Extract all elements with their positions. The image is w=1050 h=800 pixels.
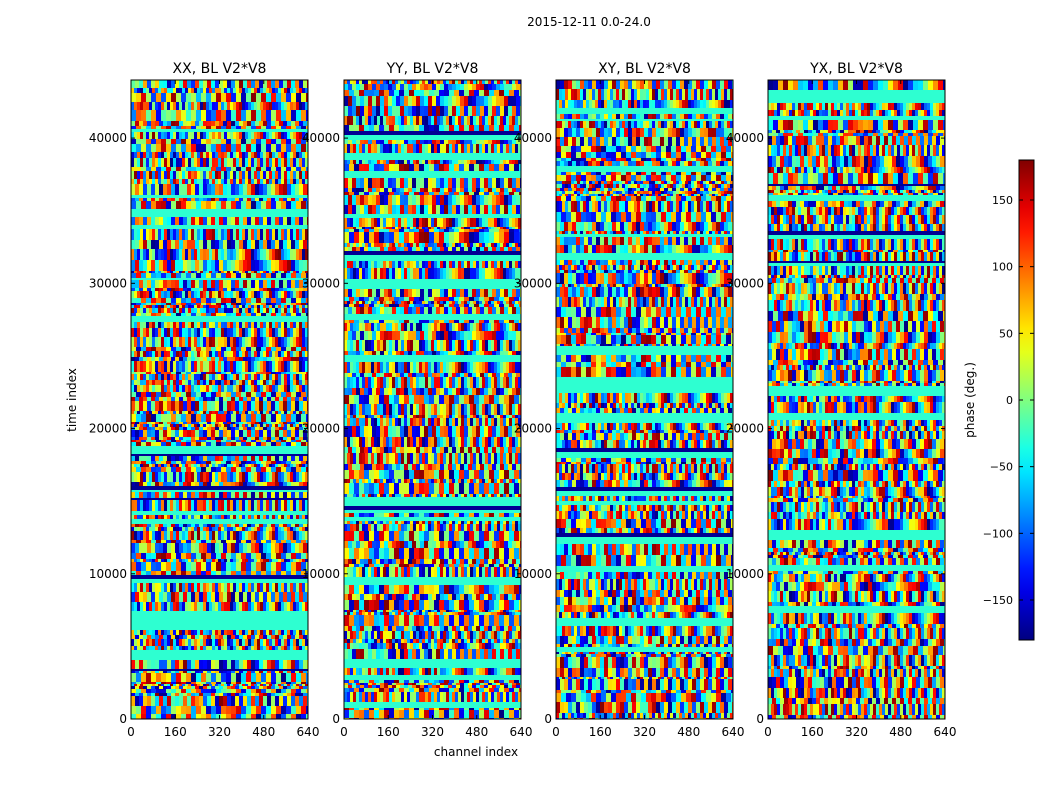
- x-tick-label: 480: [252, 725, 275, 739]
- x-tick-label: 480: [677, 725, 700, 739]
- phase-heatmap: [556, 80, 733, 719]
- subplot-title: XX, BL V2*V8: [173, 61, 267, 77]
- x-tick-label: 640: [934, 725, 957, 739]
- x-tick-label: 160: [377, 725, 400, 739]
- phase-heatmap: [768, 80, 945, 719]
- y-tick-label: 20000: [514, 422, 552, 436]
- subplot-title: YY, BL V2*V8: [386, 61, 479, 77]
- phase-heatmap: [131, 80, 308, 719]
- y-tick-label: 40000: [89, 131, 127, 145]
- y-tick-label: 20000: [89, 422, 127, 436]
- y-tick-label: 0: [544, 712, 552, 726]
- subplot-2: YY, BL V2*V8 0 160 320 480 640 0 10000 20000 3000…: [302, 61, 533, 739]
- subplot-title: XY, BL V2*V8: [598, 61, 691, 77]
- x-tick-label: 160: [164, 725, 187, 739]
- y-tick-label: 10000: [726, 567, 764, 581]
- colorbar-tick-label: 100: [992, 261, 1013, 274]
- x-tick-label: 640: [297, 725, 320, 739]
- colorbar-tick-label: −150: [983, 594, 1013, 607]
- y-tick-label: 20000: [726, 422, 764, 436]
- x-tick-label: 320: [633, 725, 656, 739]
- subplot-1: XX, BL V2*V8 0 160 320 480 640 0 10000 20000 3000…: [89, 61, 320, 739]
- y-tick-label: 10000: [514, 567, 552, 581]
- x-tick-label: 0: [552, 725, 560, 739]
- x-tick-label: 320: [208, 725, 231, 739]
- x-tick-label: 640: [510, 725, 533, 739]
- colorbar: 150 100 50 0 −50 −100 −150 phase (deg.): [963, 159, 1035, 641]
- subplot-4: YX, BL V2*V8 0 160 320 480 640 0 10000 20000 3000…: [726, 61, 957, 739]
- subplot-title: YX, BL V2*V8: [809, 61, 903, 77]
- colorbar-tick-label: −100: [983, 527, 1013, 540]
- y-tick-label: 40000: [514, 131, 552, 145]
- y-tick-label: 0: [119, 712, 127, 726]
- y-tick-label: 40000: [726, 131, 764, 145]
- x-tick-label: 320: [845, 725, 868, 739]
- figure-suptitle: 2015-12-11 0.0-24.0: [527, 15, 651, 29]
- y-tick-label: 10000: [302, 567, 340, 581]
- x-tick-label: 320: [421, 725, 444, 739]
- x-tick-label: 640: [722, 725, 745, 739]
- subplot-3: XY, BL V2*V8 0 160 320 480 640 0 10000 20000 3000…: [514, 61, 745, 739]
- y-tick-label: 40000: [302, 131, 340, 145]
- x-tick-label: 160: [801, 725, 824, 739]
- colorbar-tick-label: 50: [999, 327, 1013, 340]
- colorbar-tick-label: −50: [990, 461, 1013, 474]
- x-tick-label: 0: [340, 725, 348, 739]
- y-tick-label: 30000: [302, 276, 340, 290]
- x-axis-label: channel index: [434, 745, 518, 759]
- x-tick-label: 0: [127, 725, 135, 739]
- y-tick-label: 30000: [514, 276, 552, 290]
- y-tick-label: 20000: [302, 422, 340, 436]
- y-tick-label: 10000: [89, 567, 127, 581]
- colorbar-tick-label: 0: [1006, 394, 1013, 407]
- y-tick-label: 30000: [89, 276, 127, 290]
- y-tick-label: 30000: [726, 276, 764, 290]
- x-tick-label: 480: [465, 725, 488, 739]
- y-tick-label: 0: [756, 712, 764, 726]
- x-tick-label: 0: [764, 725, 772, 739]
- y-axis-label: time index: [65, 368, 79, 432]
- x-tick-label: 160: [589, 725, 612, 739]
- y-tick-label: 0: [332, 712, 340, 726]
- phase-heatmap: [344, 80, 521, 719]
- x-tick-label: 480: [889, 725, 912, 739]
- colorbar-label: phase (deg.): [963, 362, 977, 438]
- colorbar-tick-label: 150: [992, 194, 1013, 207]
